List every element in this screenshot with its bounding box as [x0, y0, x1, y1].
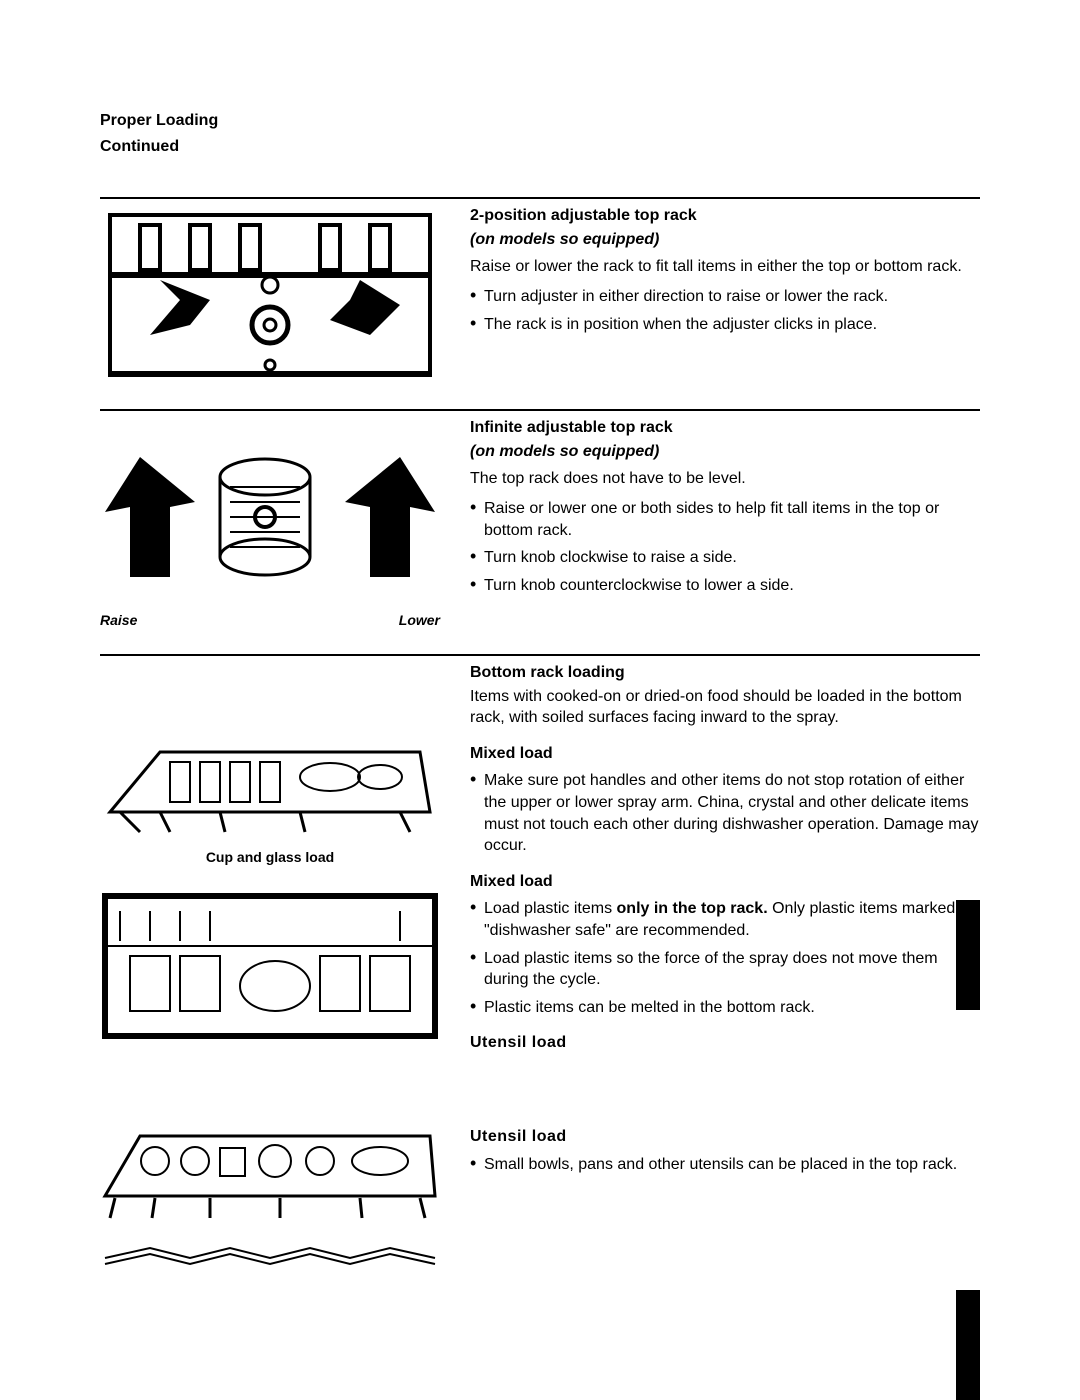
- section-utensil-bottom: Utensil load Small bowls, pans and other…: [100, 1120, 980, 1270]
- bullet-item: Small bowls, pans and other utensils can…: [470, 1154, 980, 1176]
- section-bottom-rack: Cup and glass load: [100, 654, 980, 1060]
- illustration-utensil: [100, 1126, 440, 1270]
- subheading-mixed-1: Mixed load: [470, 743, 980, 765]
- bullet-item: Turn knob clockwise to raise a side.: [470, 547, 980, 569]
- subheading: (on models so equipped): [470, 229, 980, 251]
- section-two-position: 2-position adjustable top rack (on model…: [100, 197, 980, 385]
- caption-cup-glass: Cup and glass load: [100, 848, 440, 867]
- bullet-item: Make sure pot handles and other items do…: [470, 770, 980, 856]
- label-lower: Lower: [399, 611, 440, 630]
- page-tab-marker: [956, 1290, 980, 1400]
- page-title: Proper Loading: [100, 110, 980, 132]
- section-infinite: Raise Lower Infinite adjustable top rack…: [100, 409, 980, 630]
- page: Proper Loading Continued: [100, 110, 980, 1270]
- rack-adjust-illustration: [100, 205, 440, 385]
- subheading: (on models so equipped): [470, 441, 980, 463]
- bullet-list: Load plastic items only in the top rack.…: [470, 898, 980, 1018]
- page-tab-marker: [956, 900, 980, 1010]
- text-two-position: 2-position adjustable top rack (on model…: [470, 205, 980, 385]
- raise-lower-illustration: [100, 417, 440, 607]
- bullet-item: Raise or lower one or both sides to help…: [470, 498, 980, 541]
- bullet-item: Plastic items can be melted in the botto…: [470, 997, 980, 1019]
- text-infinite: Infinite adjustable top rack (on models …: [470, 417, 980, 630]
- mixed-load-illustration: [100, 891, 440, 1041]
- bullet-list: Make sure pot handles and other items do…: [470, 770, 980, 856]
- bullet-item: Load plastic items only in the top rack.…: [470, 898, 980, 941]
- bullet-list: Small bowls, pans and other utensils can…: [470, 1154, 980, 1176]
- page-title-block: Proper Loading Continued: [100, 110, 980, 157]
- subheading-mixed-2: Mixed load: [470, 871, 980, 893]
- lead-text: The top rack does not have to be level.: [470, 468, 980, 490]
- lead-text: Items with cooked-on or dried-on food sh…: [470, 686, 980, 729]
- raise-lower-labels: Raise Lower: [100, 611, 440, 630]
- bullet-list: Raise or lower one or both sides to help…: [470, 498, 980, 596]
- lead-text: Raise or lower the rack to fit tall item…: [470, 256, 980, 278]
- illustrations-bottom: Cup and glass load: [100, 662, 440, 1060]
- bullet-item: The rack is in position when the adjuste…: [470, 314, 980, 336]
- heading-utensil-garbled: Utensil load: [470, 1126, 980, 1148]
- bullet-item: Turn knob counterclockwise to lower a si…: [470, 575, 980, 597]
- bullet-text: Load plastic items: [484, 900, 617, 917]
- text-utensil-bottom: Utensil load Small bowls, pans and other…: [470, 1126, 980, 1270]
- heading: 2-position adjustable top rack: [470, 205, 980, 227]
- illustration-two-position: [100, 205, 440, 385]
- utensil-load-illustration: [100, 1126, 440, 1226]
- bullet-list: Turn adjuster in either direction to rai…: [470, 286, 980, 335]
- subheading-utensil-cut: Utensil load: [470, 1032, 980, 1054]
- strip-illustration: [100, 1240, 440, 1270]
- bullet-item: Turn adjuster in either direction to rai…: [470, 286, 980, 308]
- bullet-item: Load plastic items so the force of the s…: [470, 948, 980, 991]
- illustration-infinite: Raise Lower: [100, 417, 440, 630]
- text-bottom-rack: Bottom rack loading Items with cooked-on…: [470, 662, 980, 1060]
- label-raise: Raise: [100, 611, 137, 630]
- cup-glass-load-illustration: [100, 722, 440, 842]
- heading: Bottom rack loading: [470, 662, 980, 684]
- page-subtitle: Continued: [100, 136, 980, 158]
- heading: Infinite adjustable top rack: [470, 417, 980, 439]
- bullet-text-bold: only in the top rack.: [617, 900, 768, 917]
